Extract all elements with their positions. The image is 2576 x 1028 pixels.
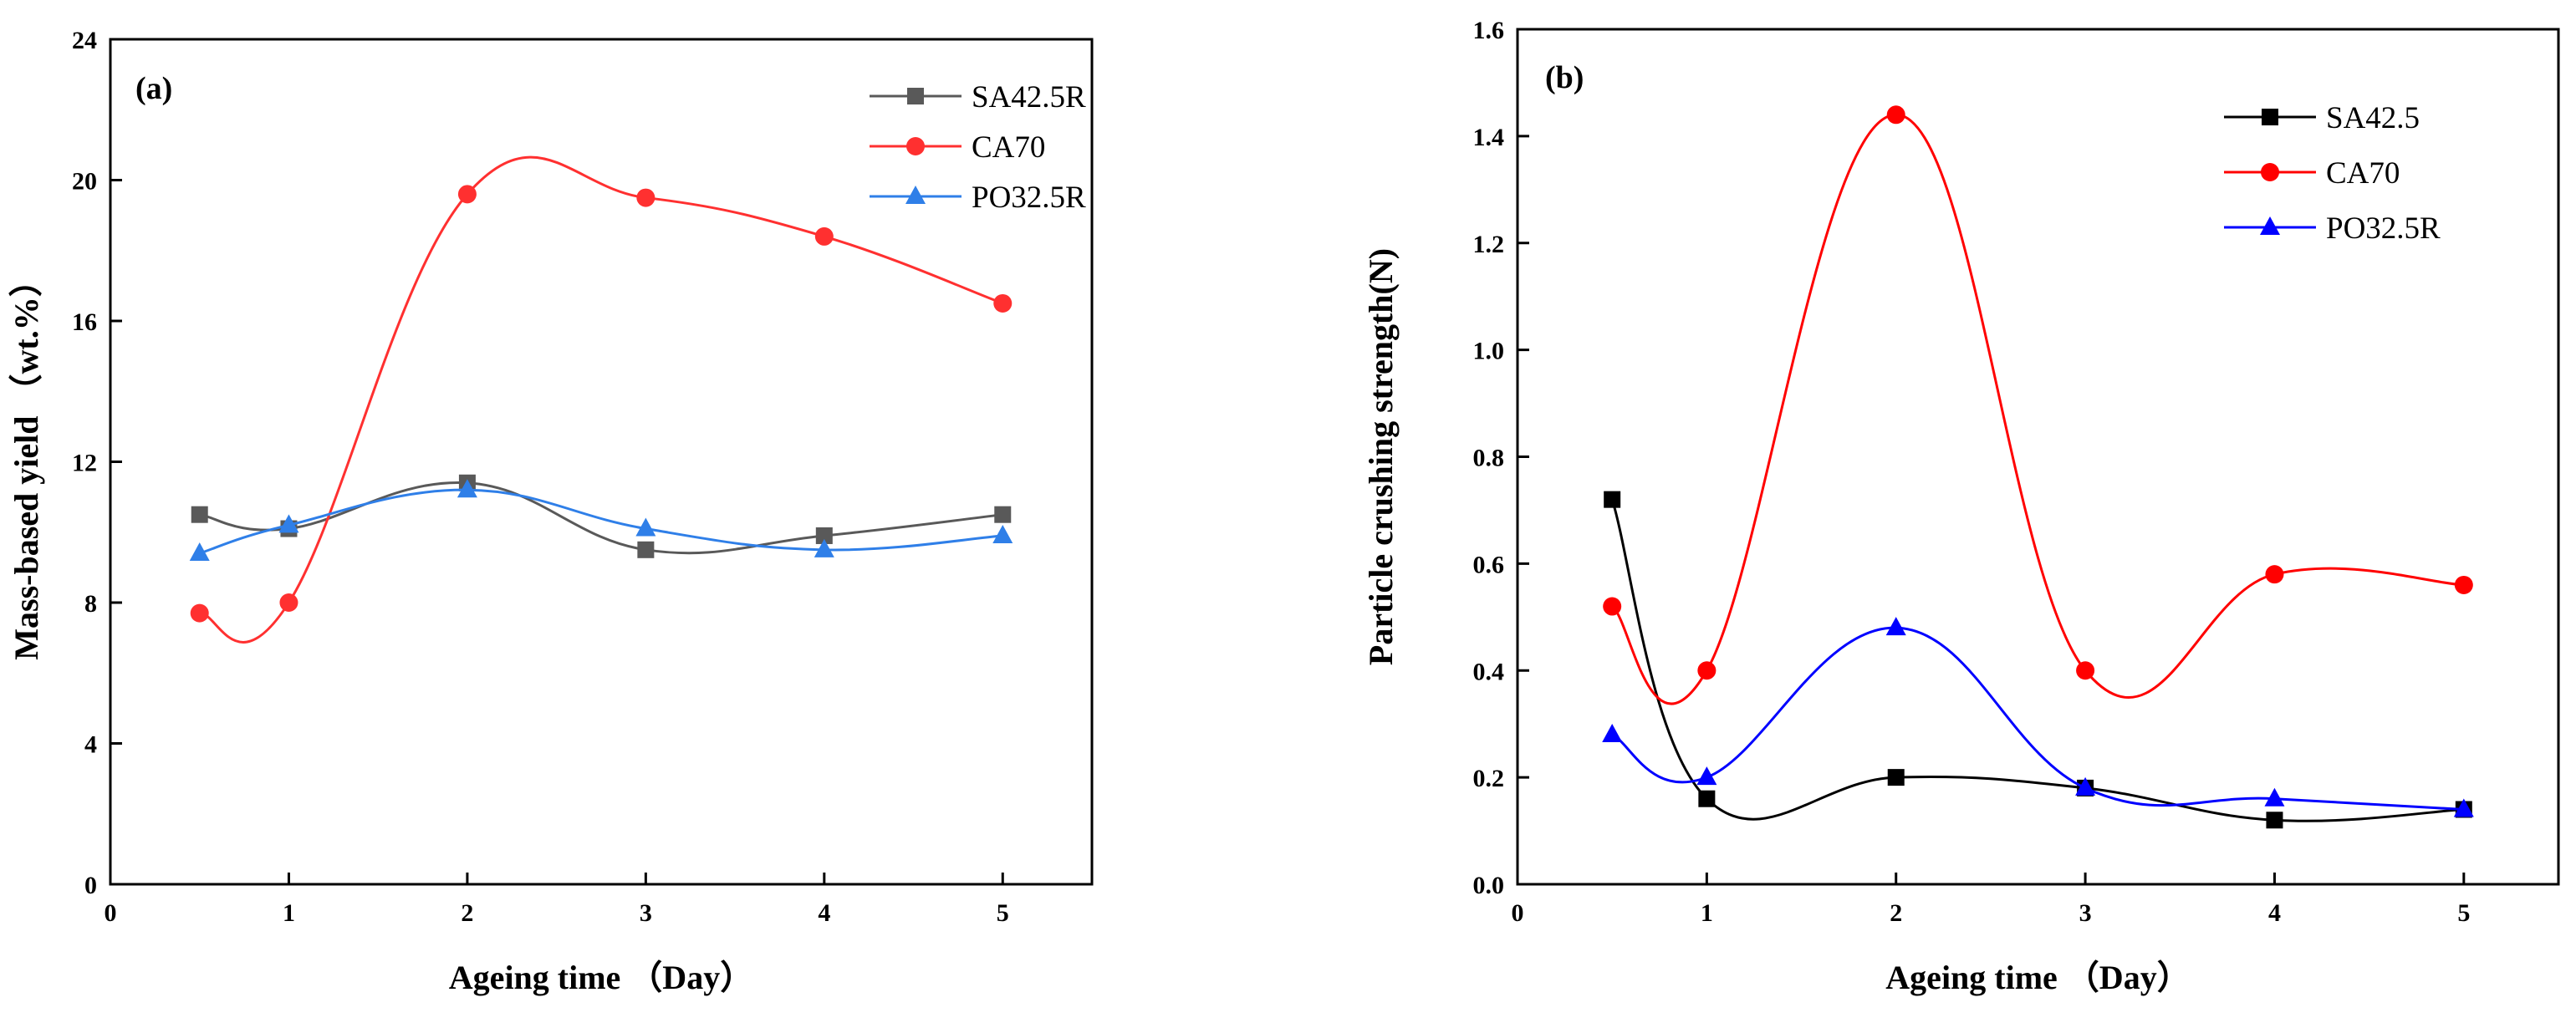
legend-entry-CA70: CA70 [870, 130, 1045, 165]
series-PO32.5R [189, 479, 1013, 562]
y-tick-label: 0.6 [1473, 551, 1505, 578]
legend-entry-PO32.5R: PO32.5R [2224, 211, 2441, 246]
y-tick-label: 0.8 [1473, 445, 1505, 472]
data-point-PO32.5R-1 [1696, 766, 1717, 786]
series-line-CA70 [199, 155, 1003, 644]
legend-marker [2262, 109, 2278, 125]
y-axis-label: Particle crushing strength(N) [1362, 248, 1400, 665]
data-point-SA42.5R-5 [994, 506, 1012, 523]
y-tick-label: 1.2 [1473, 231, 1505, 258]
data-point-CA70-4 [814, 226, 834, 246]
x-tick-label: 5 [997, 899, 1009, 927]
y-tick-label: 12 [72, 450, 97, 477]
y-tick-label: 1.4 [1473, 124, 1505, 151]
y-axis-label: Mass-based yield （wt.%） [8, 263, 45, 659]
legend-label: PO32.5R [2326, 211, 2441, 246]
data-point-PO32.5R-1 [278, 514, 299, 533]
data-point-PO32.5R-2 [457, 479, 477, 498]
legend-marker [2260, 216, 2280, 235]
y-tick-label: 0 [84, 872, 97, 899]
x-tick-label: 0 [1512, 899, 1524, 927]
data-point-CA70-5 [993, 293, 1013, 313]
x-tick-label: 5 [2457, 899, 2470, 927]
data-point-CA70-1 [1697, 661, 1716, 680]
x-tick-label: 4 [2268, 899, 2281, 927]
y-tick-label: 1.6 [1473, 17, 1505, 44]
y-tick-label: 16 [72, 308, 97, 336]
plot-frame [1516, 28, 2560, 886]
legend-entry-CA70: CA70 [2224, 156, 2400, 191]
data-point-PO32.5R-3 [635, 517, 656, 537]
x-tick-label: 1 [283, 899, 295, 927]
legend-entry-SA42.5: SA42.5 [2224, 101, 2420, 135]
data-point-PO32.5R-4 [814, 538, 834, 557]
series-PO32.5R [1602, 617, 2474, 817]
y-tick-label: 20 [72, 168, 97, 196]
series-SA42.5 [1604, 491, 2472, 829]
y-tick-label: 0.0 [1473, 872, 1505, 899]
x-axis-label: Ageing time （Day） [449, 959, 753, 996]
data-point-CA70-0.5 [1603, 597, 1622, 616]
legend-label: PO32.5R [972, 181, 1086, 215]
data-point-PO32.5R-3 [2075, 776, 2096, 796]
data-point-SA42.5-4 [2266, 812, 2283, 829]
legend-entry-SA42.5R: SA42.5R [870, 80, 1086, 115]
legend-label: SA42.5R [972, 80, 1086, 115]
y-tick-label: 8 [84, 590, 97, 618]
legend-marker [905, 186, 926, 204]
legend-marker [907, 88, 924, 104]
series-line-SA42.5 [1610, 499, 2464, 822]
x-tick-label: 4 [818, 899, 830, 927]
x-tick-label: 0 [105, 899, 117, 927]
panel-label: (b) [1545, 60, 1584, 95]
series-CA70 [190, 155, 1013, 644]
data-point-CA70-4 [2265, 565, 2284, 584]
data-point-PO32.5R-0.5 [189, 542, 210, 562]
data-point-CA70-3 [2076, 661, 2095, 680]
data-point-SA42.5R-4 [815, 527, 833, 544]
data-point-PO32.5R-4 [2264, 787, 2285, 807]
data-point-SA42.5R-3 [637, 541, 655, 558]
legend-label: CA70 [972, 130, 1045, 165]
panel-b: 0 1 2 3 4 5 0.0 0.2 0.4 0.6 0.8 1.0 1.2 1.4 1.6 Ageing … [1362, 17, 2560, 996]
data-point-CA70-1 [279, 593, 298, 612]
x-tick-label: 2 [1890, 899, 1902, 927]
x-tick-label: 3 [640, 899, 652, 927]
series-line-CA70 [1611, 113, 2464, 705]
data-point-PO32.5R-2 [1885, 617, 1906, 636]
legend-label: CA70 [2326, 156, 2400, 191]
y-tick-label: 1.0 [1473, 338, 1505, 365]
data-point-PO32.5R-5 [992, 524, 1013, 543]
legend-marker [906, 137, 925, 155]
y-tick-label: 0.4 [1473, 658, 1505, 685]
y-tick-label: 4 [84, 731, 97, 759]
y-tick-label: 24 [72, 27, 97, 54]
legend-label: SA42.5 [2326, 101, 2420, 135]
plot-frame [109, 38, 1094, 886]
legend-entry-PO32.5R: PO32.5R [870, 181, 1086, 215]
x-axis-label: Ageing time （Day） [1885, 959, 2190, 996]
x-tick-label: 1 [1701, 899, 1713, 927]
x-tick-label: 3 [2079, 899, 2092, 927]
series-SA42.5R [191, 474, 1012, 558]
data-point-SA42.5-0.5 [1604, 491, 1621, 508]
panel-label: (a) [135, 71, 172, 106]
data-point-CA70-2 [457, 185, 477, 204]
data-point-SA42.5-2 [1887, 769, 1905, 786]
legend-marker [2261, 163, 2279, 181]
data-point-PO32.5R-0.5 [1602, 723, 1623, 742]
data-point-CA70-5 [2454, 575, 2473, 594]
y-tick-label: 0.2 [1473, 765, 1505, 792]
data-point-SA42.5R-0.5 [191, 506, 208, 523]
data-point-CA70-3 [636, 188, 655, 207]
data-point-CA70-2 [1886, 105, 1905, 125]
data-point-PO32.5R-5 [2453, 798, 2474, 817]
data-point-SA42.5-1 [1698, 790, 1716, 807]
x-tick-label: 2 [461, 899, 473, 927]
series-CA70 [1603, 105, 2473, 705]
data-point-CA70-0.5 [190, 603, 209, 623]
